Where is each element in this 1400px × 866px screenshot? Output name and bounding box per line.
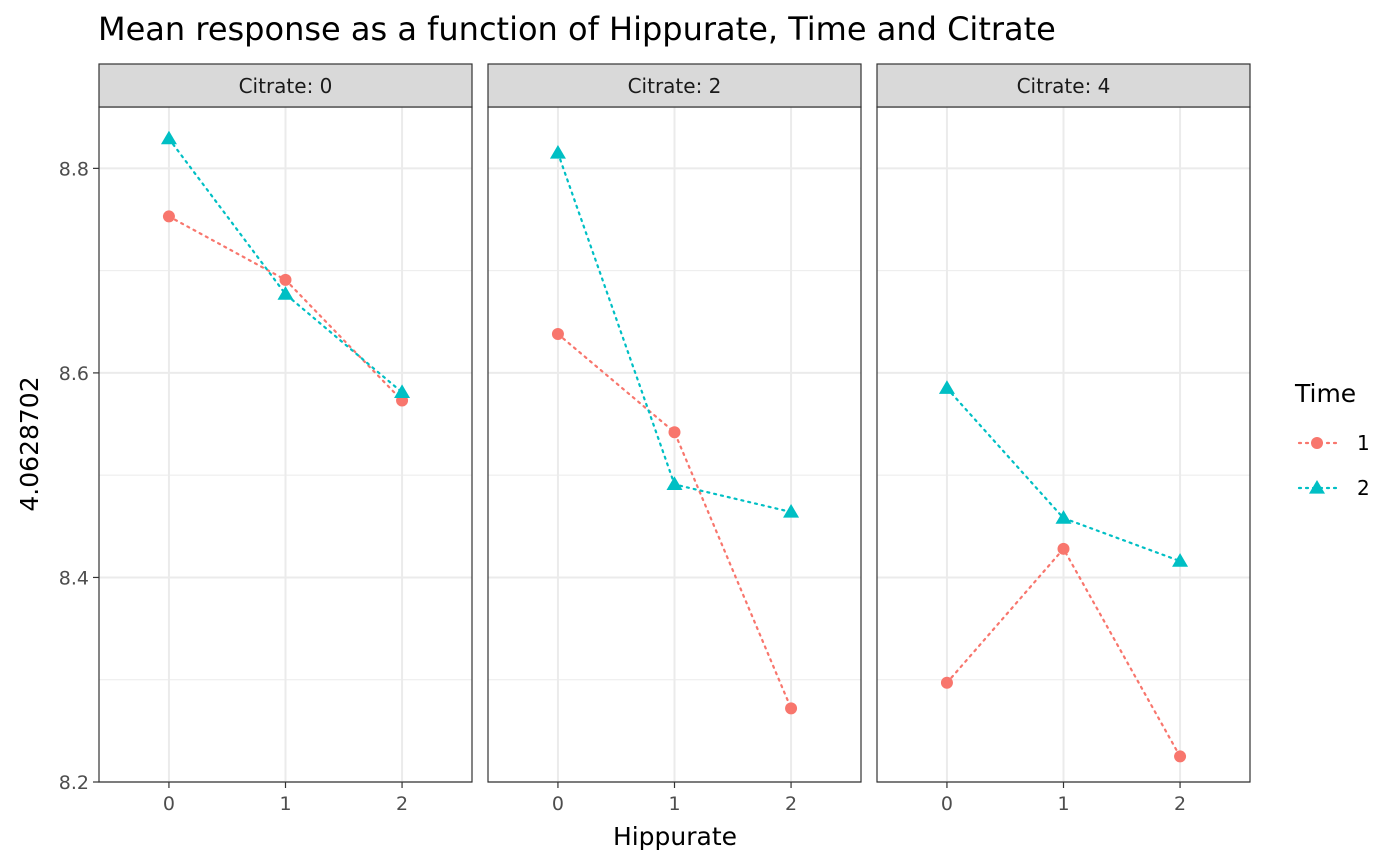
- y-tick-label: 8.6: [59, 363, 89, 385]
- data-point-time-2: [1055, 510, 1072, 524]
- x-tick-label: 1: [668, 793, 680, 815]
- facet-panel: Citrate: 2 0 1 2: [487, 63, 862, 815]
- data-point-time-2: [666, 476, 683, 490]
- facet-strip-label: Citrate: 0: [239, 74, 333, 98]
- facet-strip: [487, 63, 862, 108]
- series-line-time-2: [167, 137, 404, 394]
- x-tick-label: 1: [1057, 793, 1069, 815]
- data-point-time-1: [162, 210, 175, 223]
- x-tick-label: 2: [396, 793, 408, 815]
- legend-key-point: [1309, 480, 1325, 494]
- data-point-time-1: [668, 426, 681, 439]
- data-point-time-1: [1057, 542, 1070, 555]
- legend-key-point: [1311, 437, 1323, 449]
- y-axis-title: 4.0628702: [15, 376, 44, 511]
- x-tick-label: 2: [785, 793, 797, 815]
- chart-title: Mean response as a function of Hippurate…: [98, 10, 1056, 48]
- facet-strip: [876, 63, 1251, 108]
- data-point-time-2: [277, 286, 294, 300]
- legend-title: Time: [1294, 379, 1356, 408]
- data-point-time-1: [1174, 750, 1187, 763]
- x-tick-label: 2: [1174, 793, 1186, 815]
- data-point-time-2: [394, 384, 411, 398]
- legend-label: 2: [1357, 476, 1370, 500]
- data-point-time-2: [549, 145, 566, 159]
- facet-panels: Citrate: 0 0 1 2 Citrate: 2 0 1 2 Citrate: 4 0 1 2 8…: [59, 63, 1251, 815]
- data-point-time-2: [160, 130, 177, 145]
- x-tick-label: 0: [552, 793, 564, 815]
- legend-item-time-2: 2: [1297, 476, 1370, 500]
- legend-label: 1: [1357, 431, 1370, 455]
- facet-strip-label: Citrate: 2: [628, 74, 722, 98]
- y-tick-label: 8.8: [59, 158, 89, 180]
- y-tick-label: 8.2: [59, 772, 89, 794]
- data-point-time-2: [783, 504, 800, 518]
- x-axis-title: Hippurate: [613, 822, 737, 851]
- facet-panel: Citrate: 4 0 1 2: [876, 63, 1251, 815]
- data-point-time-1: [785, 702, 798, 715]
- facet-panel: Citrate: 0 0 1 2: [98, 63, 473, 815]
- data-point-time-1: [940, 676, 953, 689]
- series-line-time-1: [556, 332, 793, 710]
- legend: Time 1 2: [1294, 379, 1370, 500]
- data-point-time-1: [551, 328, 564, 341]
- x-tick-label: 0: [163, 793, 175, 815]
- legend-item-time-1: 1: [1297, 431, 1370, 455]
- data-point-time-2: [1172, 553, 1189, 567]
- x-tick-label: 0: [941, 793, 953, 815]
- data-point-time-1: [279, 273, 292, 286]
- facet-strip: [98, 63, 473, 108]
- x-tick-label: 1: [279, 793, 291, 815]
- facet-strip-label: Citrate: 4: [1017, 74, 1111, 98]
- data-point-time-2: [938, 380, 955, 394]
- y-tick-label: 8.4: [59, 567, 89, 589]
